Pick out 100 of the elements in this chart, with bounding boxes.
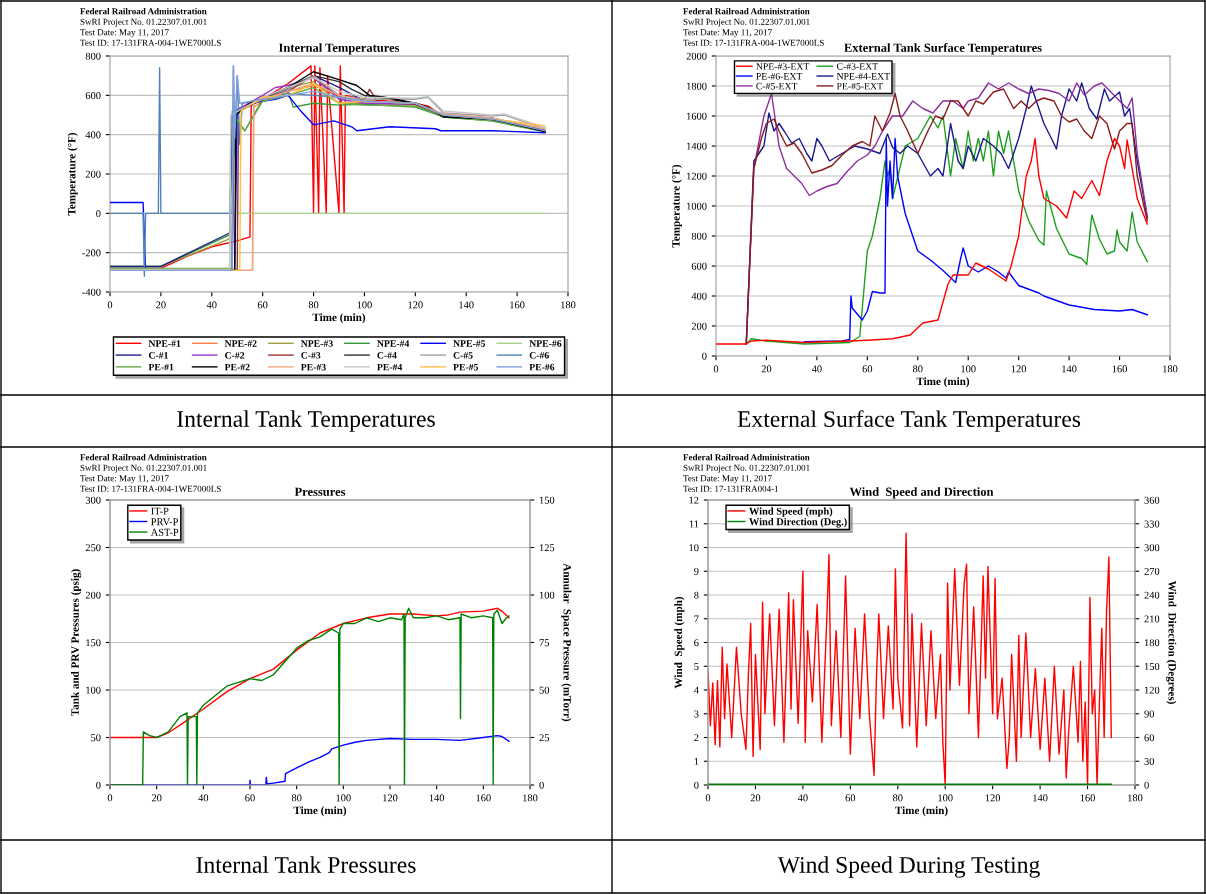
y-tick-label: 10 [689, 544, 699, 552]
x-tick-label: 120 [1011, 365, 1027, 373]
y-tick-label: 7 [694, 615, 699, 623]
x-tick-label: 100 [357, 301, 372, 309]
text: Test ID: 17-131FRA004-1 [683, 485, 779, 492]
y2-tick-label: 75 [539, 639, 550, 647]
x-tick-label: 100 [961, 365, 976, 373]
y2-tick-label: 330 [1144, 520, 1160, 528]
x-tick-label: 40 [811, 365, 822, 373]
x-tick-label: 180 [561, 301, 576, 309]
text: External Surface Tank Temperatures [737, 410, 1081, 432]
text: Internal Tank Temperatures [177, 410, 435, 432]
x-tick-label: 100 [336, 794, 351, 802]
legend-label: C-#1 [148, 352, 168, 359]
x-axis-title: Time (min) [312, 313, 366, 324]
x-tick-label: 0 [107, 794, 113, 802]
x-tick-label: 80 [291, 794, 302, 802]
y2-axis-title: Wind Direction (Degrees) [1166, 580, 1177, 704]
legend-label: AST-P [150, 528, 179, 536]
chart-title: External Tank Surface Temperatures [844, 43, 1042, 55]
y-axis-title: Wind Speed (mph) [674, 596, 685, 689]
legend-label: NPE-#3 [300, 340, 333, 347]
y-tick-label: 5 [694, 663, 699, 670]
y-tick-label: 100 [86, 686, 101, 694]
legend-label: PE-#6-EXT [756, 73, 803, 80]
text: SwRI Project No. 01.22307.01.001 [80, 18, 207, 27]
x-tick-label: 160 [1080, 794, 1095, 802]
y-tick-label: 250 [85, 544, 101, 552]
x-tick-label: 120 [985, 794, 1001, 802]
legend-label: PE-#2 [224, 363, 250, 371]
y-tick-label: 9 [694, 567, 699, 575]
y-tick-label: 800 [691, 232, 707, 240]
legend-label: PE-#6 [529, 363, 555, 371]
x-tick-label: 80 [308, 301, 319, 309]
y-axis-title: Temperature (°F) [67, 132, 78, 216]
legend-label: NPE-#2 [224, 340, 257, 347]
legend-label: Wind Direction (Deg.) [749, 517, 847, 528]
y-tick-label: 150 [86, 639, 101, 647]
x-tick-label: 60 [862, 365, 873, 373]
text: Wind Speed During Testing [777, 856, 1040, 878]
y-tick-label: 1000 [687, 202, 707, 210]
legend-label: Wind Speed (mph) [749, 507, 833, 517]
legend-label: C-#3-EXT [836, 63, 878, 70]
x-tick-label: 160 [476, 794, 491, 802]
text: Test Date: May 11, 2017 [80, 29, 169, 38]
y2-tick-label: 240 [1144, 591, 1160, 599]
x-tick-label: 140 [1062, 365, 1077, 373]
legend-label: NPE-#5 [453, 340, 486, 347]
text: Federal Railroad Administration [683, 454, 810, 461]
x-tick-label: 20 [156, 301, 166, 309]
x-tick-label: 160 [1112, 365, 1127, 373]
legend-label: PRV-P [151, 518, 179, 526]
y-tick-label: 400 [85, 131, 101, 139]
y-tick-label: 11 [689, 520, 699, 528]
y-tick-label: 50 [91, 734, 101, 742]
legend-label: PE-#1 [148, 363, 174, 371]
legend-label: IT-P [151, 507, 169, 515]
y-tick-label: -200 [82, 249, 101, 257]
x-tick-label: 40 [198, 794, 209, 802]
y-tick-label: 2 [694, 734, 699, 742]
legend-label: C-#5-EXT [756, 82, 798, 90]
y2-tick-label: 30 [1144, 757, 1155, 765]
legend-label: NPE-#6 [529, 340, 562, 347]
x-tick-label: 180 [1128, 794, 1143, 802]
text: Test Date: May 11, 2017 [683, 475, 772, 484]
x-tick-label: 20 [750, 794, 761, 802]
y2-tick-label: 150 [539, 496, 555, 504]
x-axis-title: Time (min) [916, 377, 970, 388]
text: Test Date: May 11, 2017 [683, 29, 772, 38]
y-tick-label: 300 [85, 496, 101, 504]
x-tick-label: 140 [1033, 794, 1048, 802]
y-tick-label: 3 [694, 710, 699, 718]
y-tick-label: 0 [694, 781, 699, 789]
y-tick-label: 1400 [687, 142, 707, 150]
x-tick-label: 60 [845, 794, 856, 802]
legend-label: PE-#5-EXT [836, 82, 883, 90]
x-tick-label: 80 [912, 365, 923, 373]
legend-label: C-#2 [225, 352, 245, 359]
text: Test Date: May 11, 2017 [80, 475, 169, 484]
text: Federal Railroad Administration [80, 8, 207, 15]
legend-label: NPE-#1 [148, 340, 181, 347]
y-axis-title: Temperature (°F) [671, 164, 682, 248]
text: SwRI Project No. 01.22307.01.001 [80, 464, 207, 473]
y2-tick-label: 100 [539, 591, 555, 599]
y2-tick-label: 0 [1144, 781, 1149, 789]
x-tick-label: 0 [713, 365, 719, 373]
y-tick-label: 600 [691, 262, 707, 270]
chart-title: Internal Temperatures [278, 43, 400, 55]
legend-label: PE-#5 [453, 363, 479, 371]
y-tick-label: 1600 [687, 112, 707, 120]
legend-label: NPE-#4-EXT [836, 73, 890, 80]
x-tick-label: 0 [107, 301, 113, 309]
y2-tick-label: 50 [539, 686, 550, 694]
y-tick-label: 12 [689, 496, 699, 504]
y2-tick-label: 90 [1144, 710, 1155, 718]
legend-label: NPE-#3-EXT [756, 63, 810, 70]
y-tick-label: 600 [85, 92, 101, 100]
y2-tick-label: 125 [539, 544, 555, 552]
text: SwRI Project No. 01.22307.01.001 [683, 18, 810, 27]
y2-tick-label: 150 [1144, 662, 1160, 670]
